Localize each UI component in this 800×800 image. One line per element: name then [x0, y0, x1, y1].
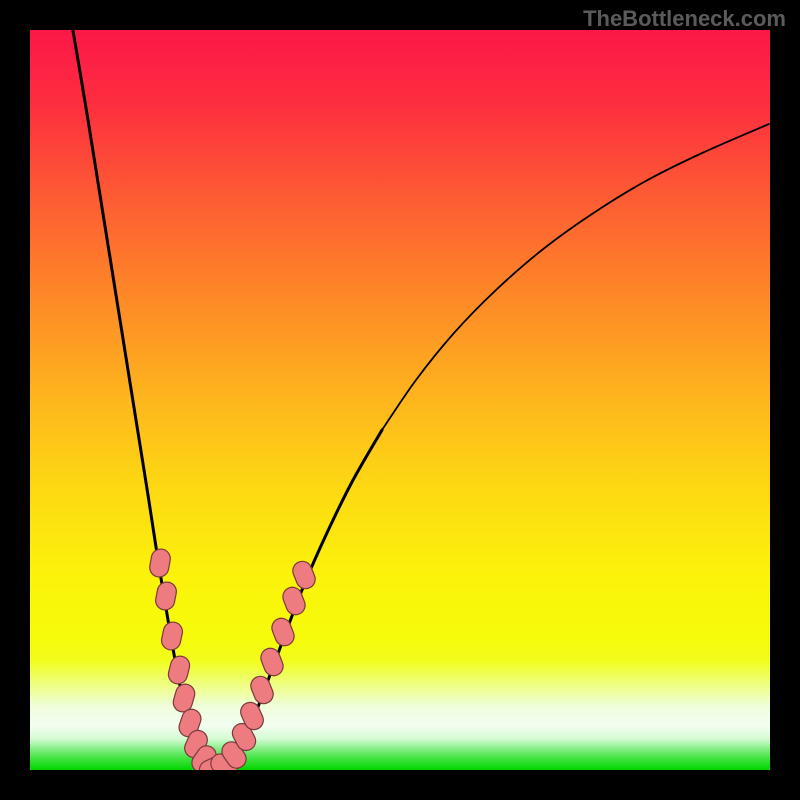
chart-container: TheBottleneck.com: [0, 0, 800, 800]
watermark-text: TheBottleneck.com: [583, 6, 786, 32]
bottleneck-chart: [0, 0, 800, 800]
